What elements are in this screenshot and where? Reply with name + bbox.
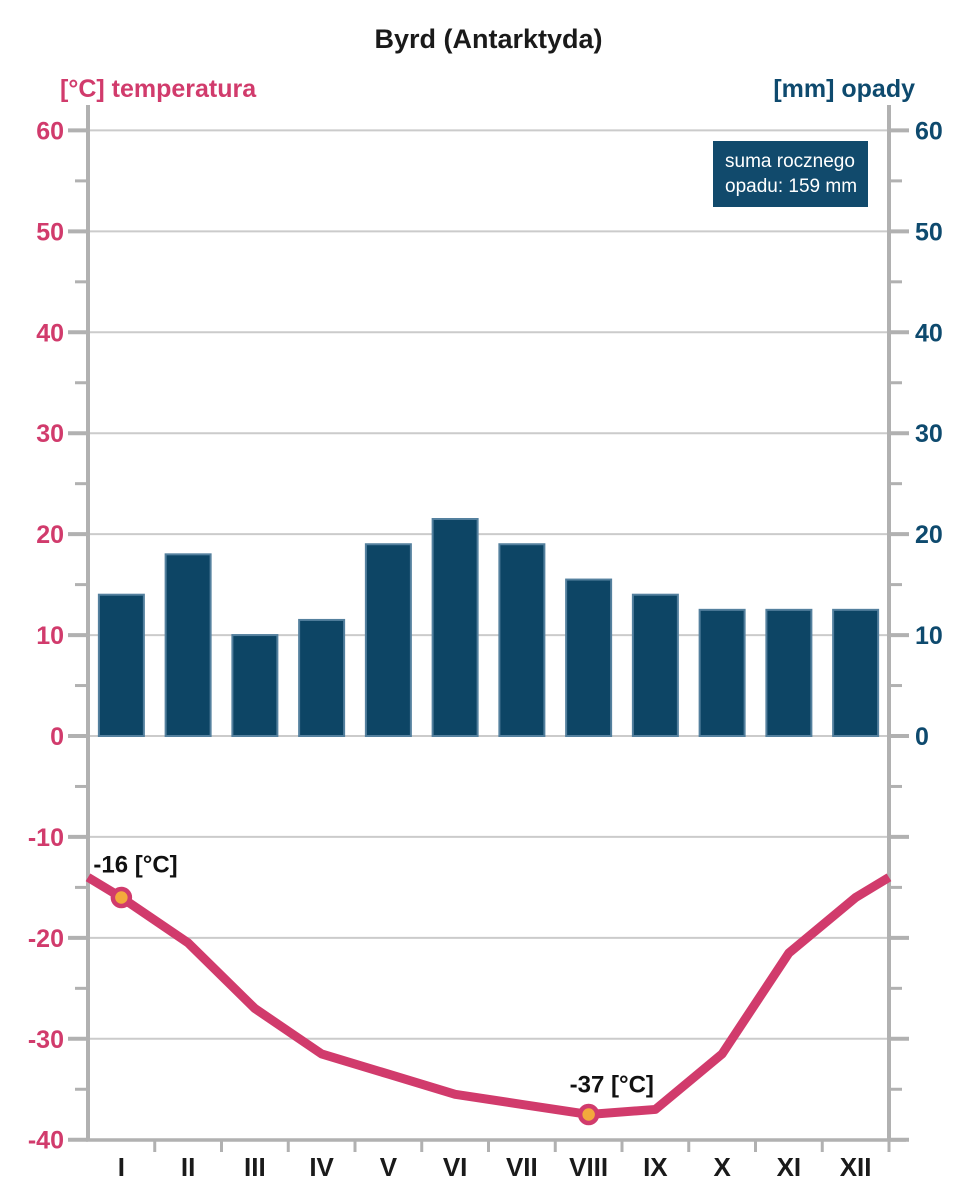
temperature-marker (577, 1103, 600, 1126)
precip-bar (97, 593, 145, 737)
y-tick-label-right: 30 (915, 420, 943, 448)
badge-line-1: suma rocznego (725, 151, 855, 172)
month-label: III (244, 1152, 266, 1182)
y-tick-label-right: 0 (915, 723, 929, 751)
y-tick-label-left: 0 (50, 723, 64, 751)
y-tick-label-left: 10 (36, 622, 64, 650)
y-tick-label-right: 50 (915, 218, 943, 246)
precip-bar (832, 608, 880, 738)
chart-title: Byrd (Antarktyda) (374, 24, 603, 54)
y-tick-label-right: 60 (915, 117, 943, 145)
y-tick-label-left: -10 (28, 824, 64, 852)
precip-bar (431, 518, 479, 737)
month-label: VII (506, 1152, 538, 1182)
month-label: I (118, 1152, 125, 1182)
y-tick-label-left: -30 (28, 1026, 64, 1054)
y-tick-label-right: 20 (915, 521, 943, 549)
precip-bar (498, 543, 546, 737)
annual-precipitation-badge: suma rocznego opadu: 159 mm (713, 141, 868, 207)
precip-bar (231, 634, 279, 738)
precip-bar (631, 593, 679, 737)
month-label: V (380, 1152, 398, 1182)
right-axis-title: [mm] opady (773, 75, 915, 103)
y-tick-label-right: 10 (915, 622, 943, 650)
temperature-line (85, 873, 892, 1119)
annotation-label: -37 [°C] (570, 1071, 654, 1098)
annotation-label: -16 [°C] (93, 851, 177, 878)
precip-bar (565, 578, 613, 737)
month-label: VIII (569, 1152, 608, 1182)
precip-bar (164, 553, 212, 737)
month-label: VI (443, 1152, 468, 1182)
y-tick-label-left: -40 (28, 1127, 64, 1155)
month-label: XII (840, 1152, 872, 1182)
badge-line-2: opadu: 159 mm (725, 176, 858, 197)
y-tick-label-left: 20 (36, 521, 64, 549)
month-label: IX (643, 1152, 668, 1182)
precip-bar (698, 608, 746, 738)
month-label: XI (777, 1152, 802, 1182)
left-axis-title: [°C] temperatura (60, 75, 257, 103)
precip-bar (298, 618, 346, 737)
y-tick-label-left: -20 (28, 925, 64, 953)
y-tick-label-left: 30 (36, 420, 64, 448)
y-tick-label-right: 40 (915, 319, 943, 347)
precip-bar (364, 543, 412, 737)
y-tick-label-left: 60 (36, 117, 64, 145)
precip-bar (765, 608, 813, 738)
month-label: IV (309, 1152, 334, 1182)
y-tick-label-left: 50 (36, 218, 64, 246)
month-label: X (713, 1152, 731, 1182)
y-tick-label-left: 40 (36, 319, 64, 347)
month-label: II (181, 1152, 195, 1182)
temperature-marker (110, 886, 133, 909)
